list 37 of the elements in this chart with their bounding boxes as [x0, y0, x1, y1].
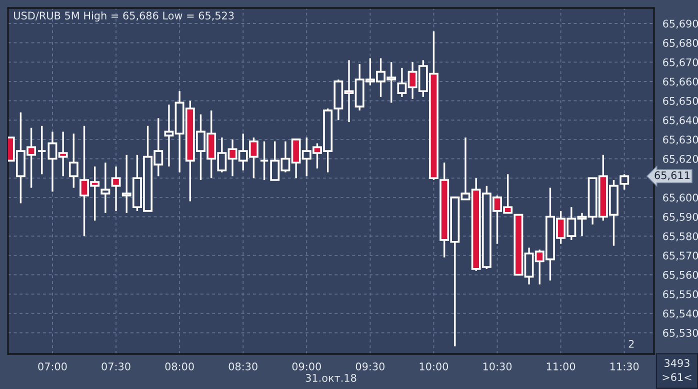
text: 3493 >61< [662, 359, 692, 382]
x-tick-label: 08:00 [165, 362, 194, 370]
y-tick-label: 65,550 [663, 290, 698, 300]
y-tick-label: 65,560 [663, 270, 698, 280]
y-tick-label: 65,650 [663, 97, 698, 106]
y-tick-label: 65,680 [663, 39, 698, 48]
candlestick [260, 140, 269, 181]
y-tick-label: 65,620 [663, 154, 698, 164]
x-tick-label: 08:30 [228, 362, 258, 370]
annotation: 2 [628, 340, 634, 348]
candlestick [37, 125, 47, 176]
y-tick-label: 65,600 [663, 194, 698, 203]
x-tick-label: 07:30 [102, 362, 130, 370]
x-tick-label: 09:30 [356, 362, 384, 370]
x-tick-label: 11:00 [546, 362, 576, 370]
candlestick [620, 173, 630, 191]
y-tick-label: 65,630 [663, 136, 698, 145]
candlestick [100, 162, 110, 214]
y-tick-label: 65,580 [663, 232, 698, 242]
y-tick-label: 65,670 [663, 58, 698, 68]
y-tick-label: 65,530 [663, 328, 698, 338]
x-tick-label: 11:30 [610, 362, 639, 370]
y-tick-label: 65,690 [663, 20, 698, 29]
y-tick-label: 65,540 [663, 310, 698, 319]
y-tick-label: 65,660 [663, 78, 698, 87]
y-tick-label: 65,640 [663, 116, 698, 126]
x-tick-label: 10:30 [483, 362, 512, 370]
annotation: 65,611 [654, 171, 690, 180]
y-tick-label: 65,570 [663, 252, 698, 261]
candlestick [68, 132, 78, 189]
y-tick-label: 65,590 [663, 212, 698, 222]
x-tick-label: 07:00 [38, 362, 67, 370]
x-tick-label: 09:00 [292, 362, 321, 370]
candlestick [111, 166, 121, 212]
x-axis-title: 31.окт.18 [306, 374, 356, 382]
x-tick-label: 10:00 [420, 362, 448, 370]
chart-title: USD/RUB 5M High = 65,686 Low = 65,523 [14, 11, 234, 22]
